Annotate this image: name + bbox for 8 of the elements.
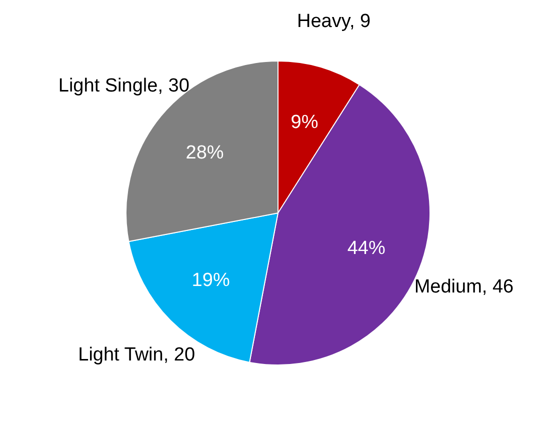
data-label: 28%: [186, 142, 224, 164]
data-label: 44%: [347, 238, 386, 259]
slice-label: Heavy, 9: [297, 10, 371, 32]
slice-label: Light Twin, 20: [78, 344, 196, 366]
data-label: 19%: [192, 270, 230, 292]
data-label: 9%: [290, 112, 318, 133]
slice-label: Light Single, 30: [58, 76, 190, 97]
slice-label: Medium, 46: [414, 276, 514, 298]
